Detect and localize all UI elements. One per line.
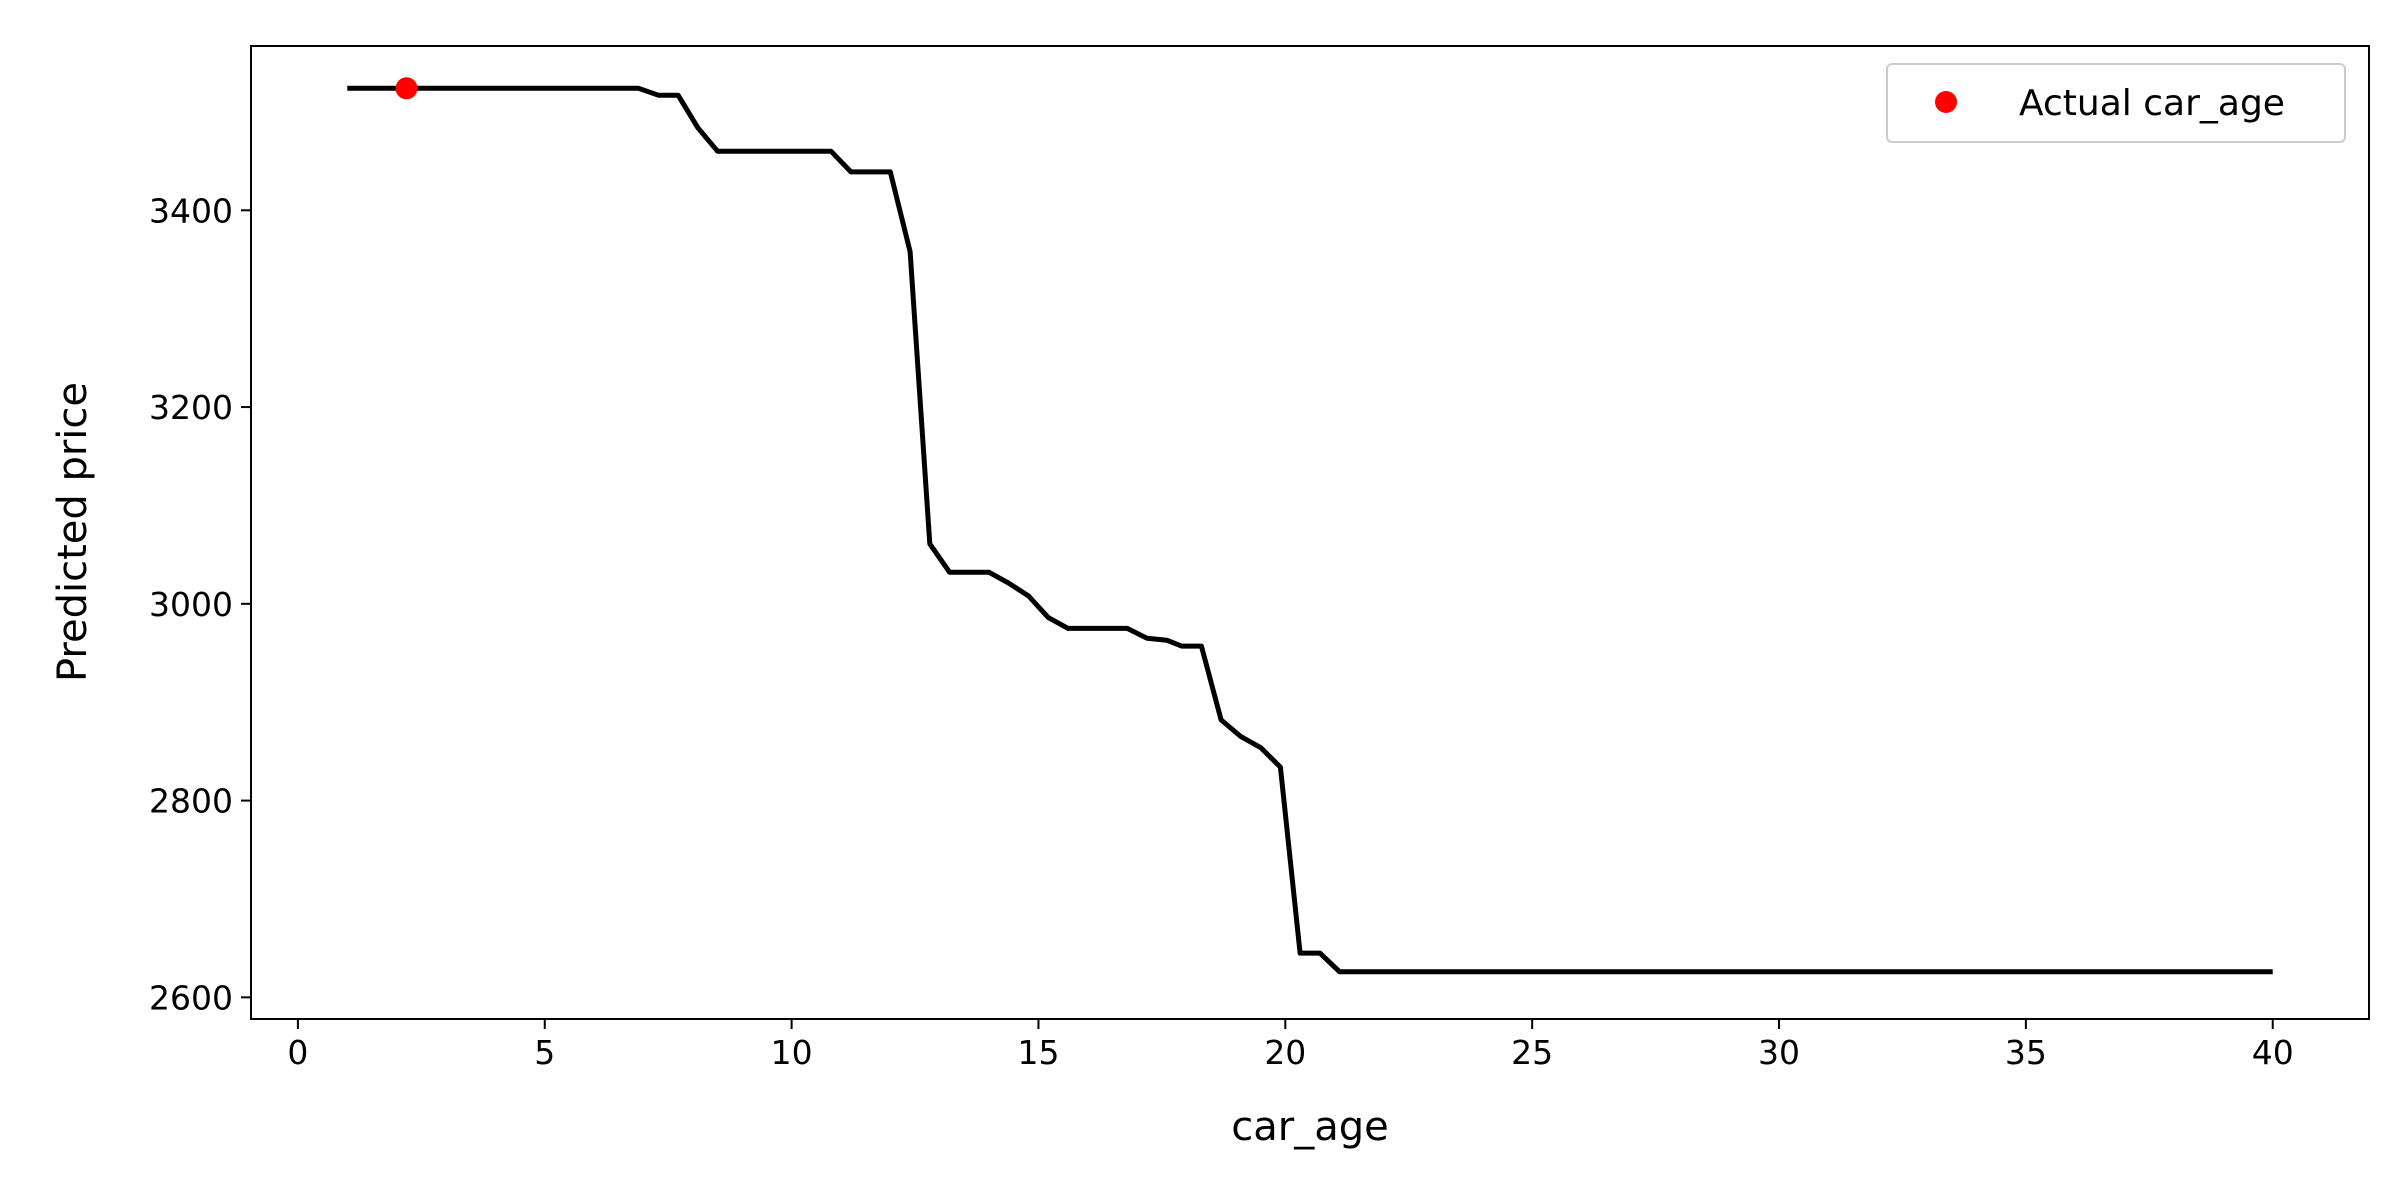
x-tick-label: 5 xyxy=(534,1033,555,1072)
price-line xyxy=(347,85,2273,975)
legend: Actual car_age xyxy=(1886,63,2346,143)
actual-car-age-marker xyxy=(395,77,418,100)
x-tick-label: 30 xyxy=(1758,1033,1800,1072)
x-tick-label: 15 xyxy=(1017,1033,1059,1072)
plot-frame xyxy=(250,45,2370,1020)
x-tick-label: 0 xyxy=(287,1033,308,1072)
legend-box xyxy=(1886,63,2346,143)
y-tick-label: 3400 xyxy=(149,191,233,230)
y-tick-label: 3200 xyxy=(149,388,233,427)
x-tick-label: 40 xyxy=(2252,1033,2294,1072)
ticks-layer: 0 5 10 15 20 25 30 35 40 2600 2800 3000 3200 3400 xyxy=(149,191,2294,1072)
y-axis-label: Predicted price xyxy=(50,382,96,682)
x-tick-label: 25 xyxy=(1511,1033,1553,1072)
x-tick-label: 35 xyxy=(2005,1033,2047,1072)
x-axis-label: car_age xyxy=(1231,1104,1388,1150)
y-tick-label: 3000 xyxy=(149,585,233,624)
y-tick-label: 2600 xyxy=(149,978,233,1017)
legend-marker xyxy=(1935,91,1957,113)
x-tick-label: 10 xyxy=(771,1033,813,1072)
x-tick-label: 20 xyxy=(1264,1033,1306,1072)
plot-layer xyxy=(347,77,2273,975)
legend-label: Actual car_age xyxy=(2019,83,2285,124)
y-tick-label: 2800 xyxy=(149,782,233,821)
